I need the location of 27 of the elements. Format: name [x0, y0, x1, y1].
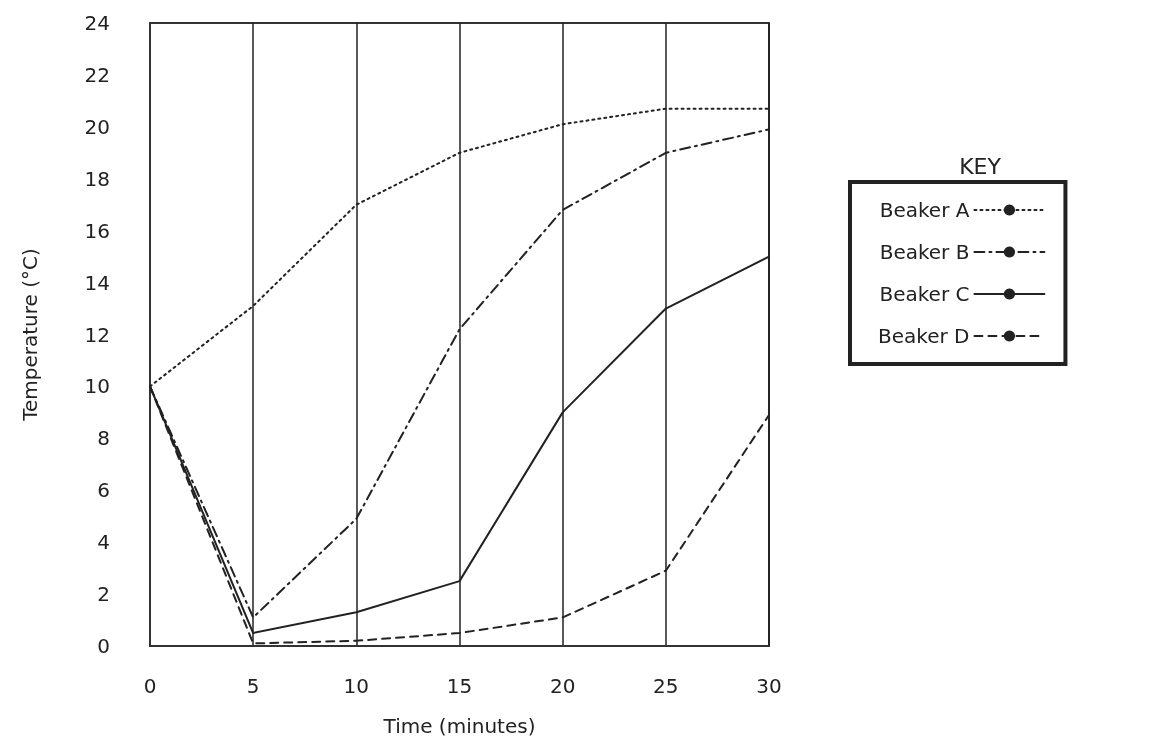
y-tick-label: 20 [84, 114, 110, 139]
x-tick-label: 0 [143, 674, 157, 698]
y-tick-label: 6 [97, 478, 110, 503]
y-axis-title: Temperature (°C) [18, 248, 42, 422]
legend-label: Beaker D [878, 324, 970, 348]
x-tick-label: 15 [446, 674, 473, 698]
y-tick-label: 14 [84, 270, 110, 295]
y-tick-label: 4 [97, 530, 110, 555]
legend-label: Beaker C [879, 282, 970, 306]
y-tick-label: 8 [97, 426, 110, 451]
y-tick-label: 10 [84, 374, 110, 399]
y-tick-label: 22 [84, 62, 110, 87]
legend-label: Beaker B [879, 240, 970, 264]
x-axis-title: Time (minutes) [382, 714, 536, 738]
x-tick-label: 10 [343, 674, 370, 698]
x-tick-label: 30 [756, 674, 782, 698]
y-tick-label: 16 [84, 218, 110, 243]
y-tick-label: 0 [97, 634, 110, 658]
y-tick-label: 18 [84, 166, 110, 191]
legend-label: Beaker A [879, 198, 970, 222]
y-tick-label: 24 [84, 11, 110, 35]
y-tick-label: 2 [97, 582, 110, 607]
x-tick-label: 25 [653, 674, 679, 698]
x-tick-label: 20 [549, 674, 576, 698]
y-tick-label: 12 [84, 322, 110, 347]
legend-title: KEY [959, 153, 1002, 179]
x-tick-label: 5 [246, 674, 260, 698]
